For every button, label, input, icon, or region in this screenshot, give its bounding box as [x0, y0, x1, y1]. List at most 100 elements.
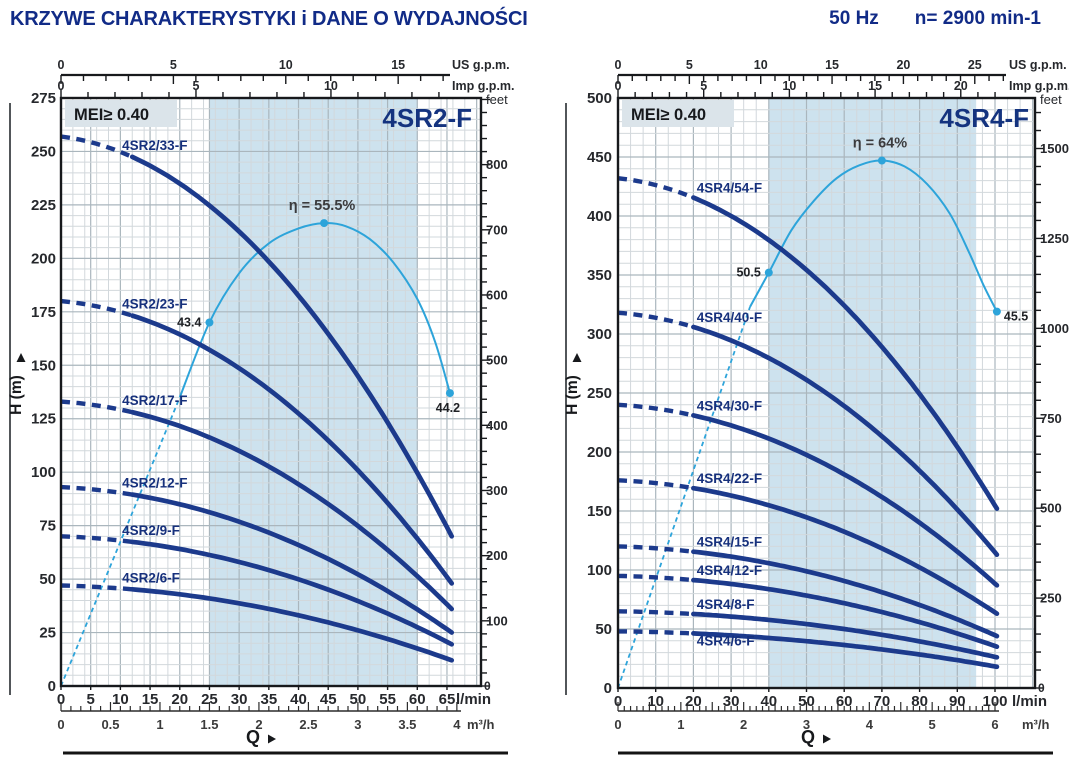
pump-curve-dashed: [617, 573, 692, 583]
lmin-tick-label: 60: [836, 693, 853, 710]
us-gpm-tick-label: 5: [686, 58, 693, 72]
h-tick-label: 50: [39, 571, 56, 588]
m3h-tick-label: 0: [614, 717, 621, 732]
efficiency-curve: [178, 222, 451, 398]
speed-label: n= 2900 min-1: [914, 8, 1041, 29]
x-axis-arrow-icon: [268, 734, 276, 744]
imp-gpm-tick-label: 0: [58, 79, 65, 93]
pump-curve-dashed: [60, 484, 133, 497]
pump-curve-label: 4SR2/12-F: [122, 476, 187, 491]
pump-curve-dashed: [60, 134, 134, 159]
x-axis-title: Q: [246, 727, 260, 747]
y-axis-title: H (m): [564, 375, 581, 415]
pump-curve-label: 4SR2/23-F: [122, 297, 187, 312]
imp-gpm-unit: Imp g.p.m.: [1009, 79, 1069, 93]
pump-curve: [691, 485, 1000, 617]
h-tick-label: 200: [31, 250, 56, 267]
feet-tick-label: 300: [486, 483, 508, 498]
pump-curve-label: 4SR4/8-F: [697, 597, 755, 612]
feet-tick-label: 250: [1040, 591, 1062, 606]
lmin-tick-label: 55: [379, 691, 396, 708]
efficiency-point: [992, 307, 1001, 316]
m3h-tick-label: 3: [803, 717, 810, 732]
feet-unit: feet: [486, 92, 508, 107]
mei-label: MEI≥ 0.40: [631, 106, 706, 124]
efficiency-curve-dashed: [617, 306, 751, 689]
m3h-tick-label: 1.5: [200, 717, 218, 732]
mei-label: MEI≥ 0.40: [74, 106, 149, 124]
lmin-tick-label: 10: [647, 693, 664, 710]
y-axis-title: H (m): [8, 375, 25, 415]
lmin-tick-label: 30: [231, 691, 248, 708]
lmin-tick-label: 50: [350, 691, 367, 708]
h-tick-label: 150: [31, 357, 56, 374]
m3h-tick-label: 2.5: [299, 717, 317, 732]
pump-curve-label: 4SR4/15-F: [697, 535, 762, 550]
efficiency-peak-label: η = 55.5%: [289, 198, 356, 214]
feet-zero-label: 0: [1038, 681, 1045, 695]
feet-tick-label: 500: [1040, 501, 1062, 516]
pump-curve: [691, 577, 1000, 650]
lmin-tick-label: 0: [57, 691, 65, 708]
h-tick-label: 150: [587, 503, 612, 520]
efficiency-curve-dashed: [60, 396, 181, 687]
pump-curve: [691, 324, 1000, 558]
pump-curve-dashed: [60, 534, 133, 545]
h-tick-label: 0: [48, 678, 56, 695]
model-name: 4SR2-F: [382, 103, 472, 133]
lmin-tick-label: 70: [874, 693, 891, 710]
m3h-tick-label: 6: [991, 717, 998, 732]
pump-curve: [129, 409, 455, 612]
pump-curve-dashed: [617, 402, 692, 418]
feet-tick-label: 750: [1040, 411, 1062, 426]
lmin-tick-label: 90: [949, 693, 966, 710]
m3h-tick-label: 2: [740, 717, 747, 732]
efficiency-point: [877, 156, 886, 165]
h-tick-label: 350: [587, 267, 612, 284]
pump-curve: [129, 539, 455, 647]
efficiency-value-label: 44.2: [436, 401, 460, 415]
grid: [617, 98, 1035, 688]
plot-border: [59, 96, 483, 688]
x-axis-title: Q: [801, 727, 815, 747]
duty-range-band: [209, 98, 418, 686]
efficiency-point: [764, 268, 773, 277]
plot-border: [616, 96, 1037, 690]
feet-tick-label: 500: [486, 353, 508, 368]
pump-curve-label: 4SR4/40-F: [697, 310, 762, 325]
h-tick-label: 225: [31, 197, 56, 214]
pump-curve-label: 4SR4/54-F: [697, 181, 762, 196]
feet-tick-label: 700: [486, 222, 508, 237]
efficiency-peak-label: η = 64%: [853, 136, 908, 152]
m3h-tick-label: 3: [354, 717, 361, 732]
y-axis-arrow-icon: [572, 353, 582, 362]
feet-tick-label: 100: [486, 613, 508, 628]
h-tick-label: 125: [31, 411, 56, 428]
pump-curve: [129, 492, 455, 635]
m3h-tick-label: 1: [156, 717, 163, 732]
pump-curve-label: 4SR2/9-F: [122, 523, 180, 538]
h-tick-label: 200: [587, 444, 612, 461]
pump-curve: [691, 549, 1000, 639]
h-tick-label: 25: [39, 625, 56, 642]
m3h-unit: m³/h: [1022, 717, 1050, 732]
m3h-tick-label: 5: [929, 717, 936, 732]
h-tick-label: 300: [587, 326, 612, 343]
pump-curve-label: 4SR2/6-F: [122, 570, 180, 585]
efficiency-point: [320, 219, 329, 228]
h-tick-label: 275: [31, 90, 56, 107]
pump-curve: [691, 631, 1000, 670]
feet-tick-label: 200: [486, 548, 508, 563]
h-tick-label: 75: [39, 518, 56, 535]
page-title: KRZYWE CHARAKTERYSTYKI i DANE O WYDAJNOŚ…: [10, 8, 528, 30]
m3h-tick-label: 2: [255, 717, 262, 732]
us-gpm-tick-label: 25: [968, 58, 982, 72]
lmin-tick-label: 50: [798, 693, 815, 710]
frequency-label: 50 Hz: [829, 8, 879, 29]
pump-curve-dashed: [617, 609, 692, 617]
m3h-tick-label: 1: [677, 717, 684, 732]
imp-gpm-unit: Imp g.p.m.: [452, 79, 515, 93]
efficiency-point: [445, 389, 454, 398]
pump-curve-dashed: [618, 629, 692, 636]
